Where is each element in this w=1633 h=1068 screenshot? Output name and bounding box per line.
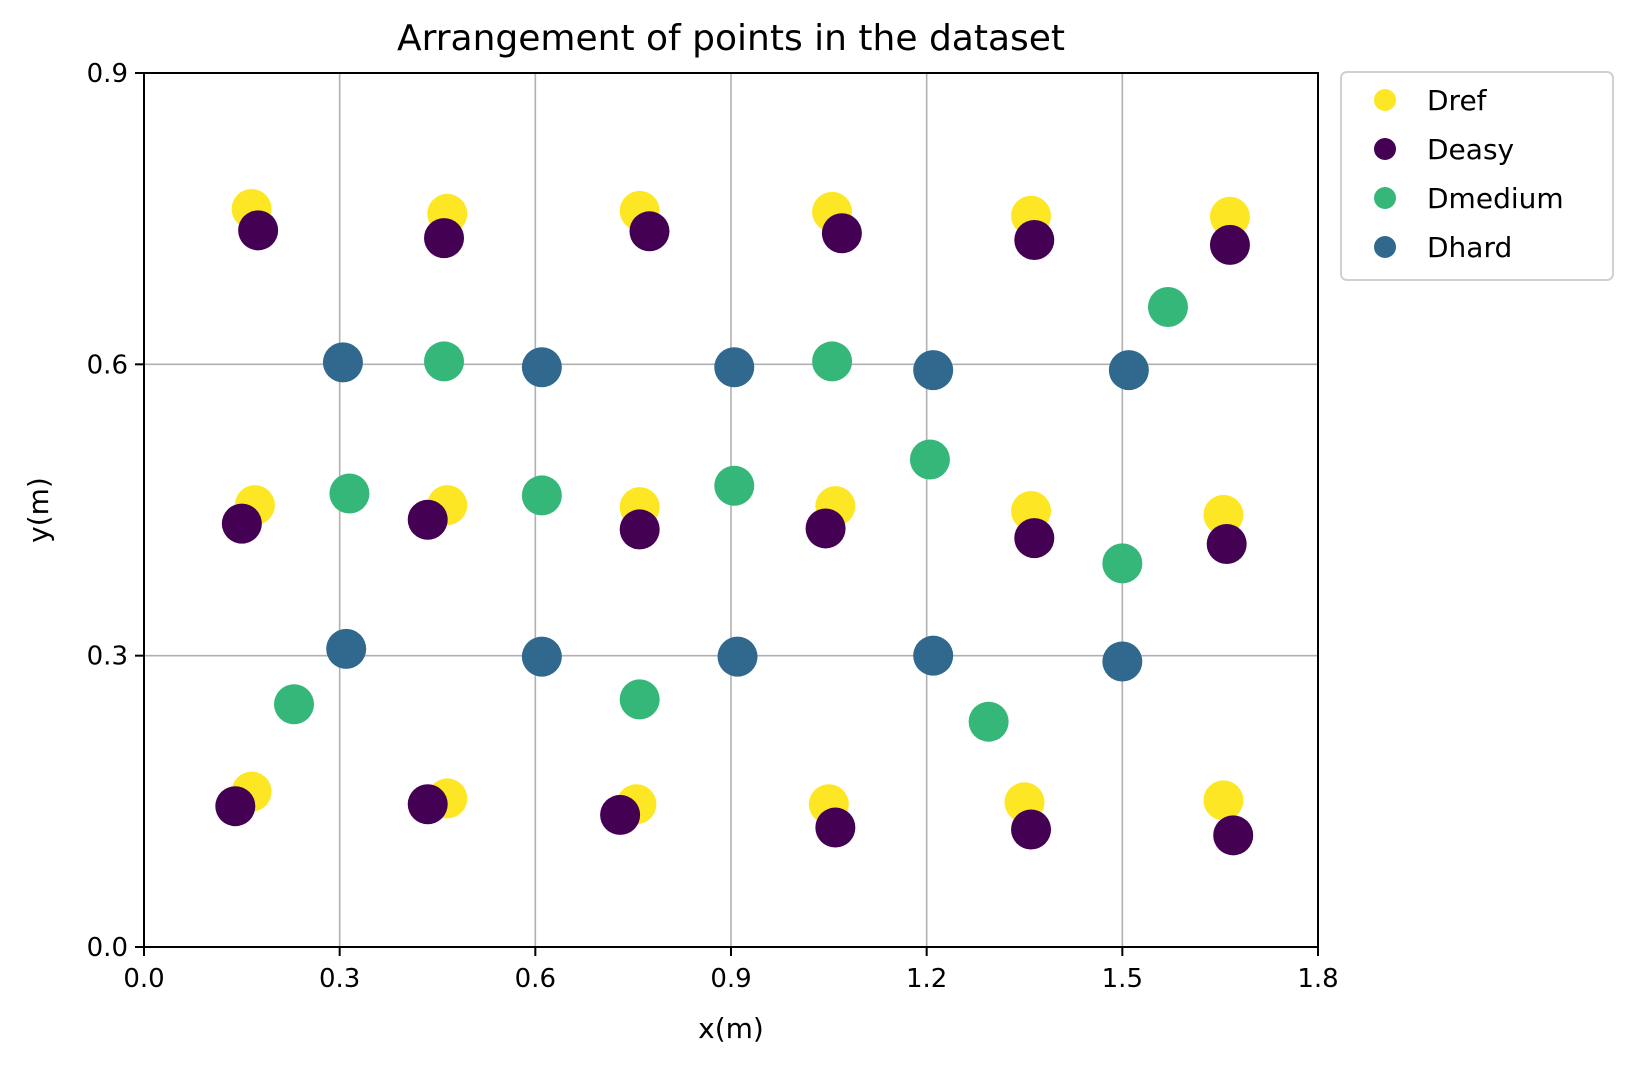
legend: Dref Deasy Dmedium Dhard [1340,71,1614,281]
x-tick-label: 0.6 [515,964,556,994]
legend-marker-dhard [1374,236,1396,258]
data-point-dmedium [968,701,1009,742]
data-point-dref [1209,196,1250,237]
data-point-dhard [913,350,954,391]
data-point-dmedium [274,684,315,725]
data-point-dhard [521,636,562,677]
data-point-deasy [805,508,846,549]
data-point-dhard [1102,641,1143,682]
data-point-deasy [238,210,279,251]
data-point-dhard [913,635,954,676]
series-dref [231,188,1250,825]
legend-marker-dmedium [1374,187,1396,209]
data-point-deasy [407,784,448,825]
x-tick-label: 0.0 [123,964,164,994]
y-tick-label: 0.0 [87,933,128,963]
legend-marker-dref [1374,89,1396,111]
y-tick-label: 0.6 [87,350,128,380]
data-point-deasy [600,794,641,835]
data-point-deasy [221,503,262,544]
series-dmedium [274,287,1188,742]
data-point-dhard [714,347,755,388]
legend-marker-deasy [1374,138,1396,160]
data-point-dhard [322,342,363,383]
data-point-deasy [1206,523,1247,564]
data-point-dmedium [1102,543,1143,584]
data-point-deasy [1209,224,1250,265]
y-tick-label: 0.9 [87,59,128,89]
series-dhard [322,342,1149,682]
x-tick-label: 1.8 [1297,964,1338,994]
data-point-dref [1203,494,1244,535]
series-deasy [215,210,1254,856]
x-tick-label: 1.5 [1102,964,1143,994]
data-point-dmedium [1147,287,1188,328]
legend-label-deasy: Deasy [1427,133,1514,166]
y-tick-label: 0.3 [87,642,128,672]
x-axis-ticks: 0.0 0.3 0.6 0.9 1.2 1.5 1.8 [123,947,1339,994]
data-point-dmedium [424,341,465,382]
data-point-deasy [1014,220,1055,261]
x-tick-label: 1.2 [906,964,947,994]
legend-label-dhard: Dhard [1427,231,1512,264]
data-point-dmedium [619,679,660,720]
data-point-deasy [215,786,256,827]
data-point-dmedium [521,475,562,516]
legend-box [1340,71,1614,281]
grid-lines [143,72,1319,948]
data-point-deasy [619,509,660,550]
x-tick-label: 0.9 [710,964,751,994]
x-axis-label: x(m) [698,1012,764,1045]
data-point-dmedium [909,439,950,480]
x-tick-label: 0.3 [319,964,360,994]
data-point-dref [1203,780,1244,821]
y-axis-label: y(m) [22,477,55,543]
data-point-deasy [407,499,448,540]
data-point-dhard [326,628,367,669]
legend-label-dmedium: Dmedium [1427,182,1564,215]
data-point-dhard [521,347,562,388]
legend-label-dref: Dref [1427,84,1488,117]
data-points [215,188,1254,856]
data-point-deasy [424,218,465,259]
data-point-deasy [815,807,856,848]
data-point-dmedium [812,341,853,382]
data-point-deasy [821,213,862,254]
data-point-dmedium [714,465,755,506]
data-point-deasy [1213,815,1254,856]
chart-title: Arrangement of points in the dataset [397,18,1065,59]
data-point-deasy [629,211,670,252]
data-point-deasy [1014,518,1055,559]
data-point-dhard [1108,350,1149,391]
y-axis-ticks: 0.0 0.3 0.6 0.9 [87,59,144,963]
data-point-dhard [717,636,758,677]
data-point-dmedium [329,473,370,514]
data-point-deasy [1011,809,1052,850]
